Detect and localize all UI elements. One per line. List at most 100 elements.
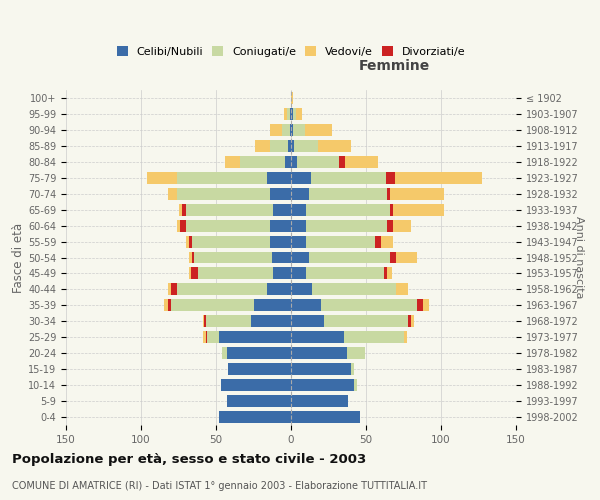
Bar — [291, 347, 347, 359]
Bar — [404, 332, 407, 343]
Bar — [291, 140, 294, 152]
Bar — [189, 252, 192, 264]
Bar — [177, 172, 267, 184]
Bar — [306, 268, 384, 280]
Bar — [282, 124, 290, 136]
Bar — [291, 156, 297, 168]
Bar — [270, 124, 282, 136]
Bar — [309, 188, 387, 200]
Bar — [291, 268, 306, 280]
Bar — [387, 188, 390, 200]
Bar — [291, 284, 312, 296]
Bar — [288, 140, 291, 152]
Bar — [228, 363, 291, 375]
Bar — [270, 220, 291, 232]
Bar — [291, 300, 321, 312]
Bar — [147, 172, 177, 184]
Bar — [290, 124, 291, 136]
Bar — [182, 204, 186, 216]
Bar — [251, 316, 291, 328]
Bar — [311, 172, 386, 184]
Text: Femmine: Femmine — [359, 59, 430, 73]
Bar — [204, 316, 205, 328]
Bar — [291, 172, 311, 184]
Bar — [186, 220, 270, 232]
Bar — [306, 204, 390, 216]
Bar — [393, 204, 444, 216]
Bar — [291, 188, 309, 200]
Bar — [168, 284, 171, 296]
Bar — [387, 220, 393, 232]
Bar — [318, 140, 351, 152]
Bar — [291, 395, 348, 407]
Bar — [390, 188, 444, 200]
Bar — [177, 284, 267, 296]
Bar — [354, 379, 357, 391]
Bar — [191, 268, 198, 280]
Bar — [177, 220, 180, 232]
Bar — [171, 284, 177, 296]
Bar — [291, 92, 293, 104]
Bar — [198, 268, 273, 280]
Legend: Celibi/Nubili, Coniugati/e, Vedovi/e, Divorziati/e: Celibi/Nubili, Coniugati/e, Vedovi/e, Di… — [112, 42, 470, 62]
Bar — [205, 332, 207, 343]
Bar — [390, 252, 396, 264]
Bar — [168, 300, 171, 312]
Bar — [270, 140, 288, 152]
Bar — [221, 379, 291, 391]
Bar — [227, 395, 291, 407]
Bar — [306, 220, 387, 232]
Bar — [291, 363, 351, 375]
Bar — [396, 284, 408, 296]
Bar — [381, 236, 393, 248]
Bar — [343, 332, 404, 343]
Bar — [393, 220, 411, 232]
Bar — [408, 316, 411, 328]
Bar — [387, 268, 392, 280]
Bar — [163, 300, 168, 312]
Bar — [219, 332, 291, 343]
Bar — [273, 268, 291, 280]
Bar — [219, 411, 291, 423]
Bar — [171, 300, 254, 312]
Bar — [347, 347, 365, 359]
Bar — [351, 363, 354, 375]
Bar — [293, 124, 305, 136]
Y-axis label: Fasce di età: Fasce di età — [12, 222, 25, 292]
Bar — [291, 332, 343, 343]
Bar — [222, 347, 227, 359]
Bar — [267, 284, 291, 296]
Bar — [291, 124, 293, 136]
Bar — [207, 332, 219, 343]
Text: COMUNE DI AMATRICE (RI) - Dati ISTAT 1° gennaio 2003 - Elaborazione TUTTITALIA.I: COMUNE DI AMATRICE (RI) - Dati ISTAT 1° … — [12, 481, 427, 491]
Bar — [273, 204, 291, 216]
Bar — [284, 108, 287, 120]
Bar — [321, 300, 417, 312]
Bar — [285, 156, 291, 168]
Bar — [179, 204, 182, 216]
Bar — [324, 316, 408, 328]
Bar — [240, 156, 285, 168]
Bar — [297, 156, 339, 168]
Bar — [193, 252, 271, 264]
Bar — [186, 204, 273, 216]
Bar — [192, 236, 270, 248]
Bar — [189, 268, 191, 280]
Bar — [294, 140, 318, 152]
Bar — [254, 300, 291, 312]
Bar — [305, 124, 331, 136]
Bar — [227, 347, 291, 359]
Bar — [189, 236, 192, 248]
Bar — [290, 108, 291, 120]
Bar — [267, 172, 291, 184]
Bar — [270, 188, 291, 200]
Bar — [375, 236, 381, 248]
Bar — [293, 108, 296, 120]
Bar — [270, 236, 291, 248]
Bar — [271, 252, 291, 264]
Bar — [255, 140, 270, 152]
Bar — [225, 156, 240, 168]
Bar — [291, 108, 293, 120]
Text: Popolazione per età, sesso e stato civile - 2003: Popolazione per età, sesso e stato civil… — [12, 452, 366, 466]
Bar — [168, 188, 177, 200]
